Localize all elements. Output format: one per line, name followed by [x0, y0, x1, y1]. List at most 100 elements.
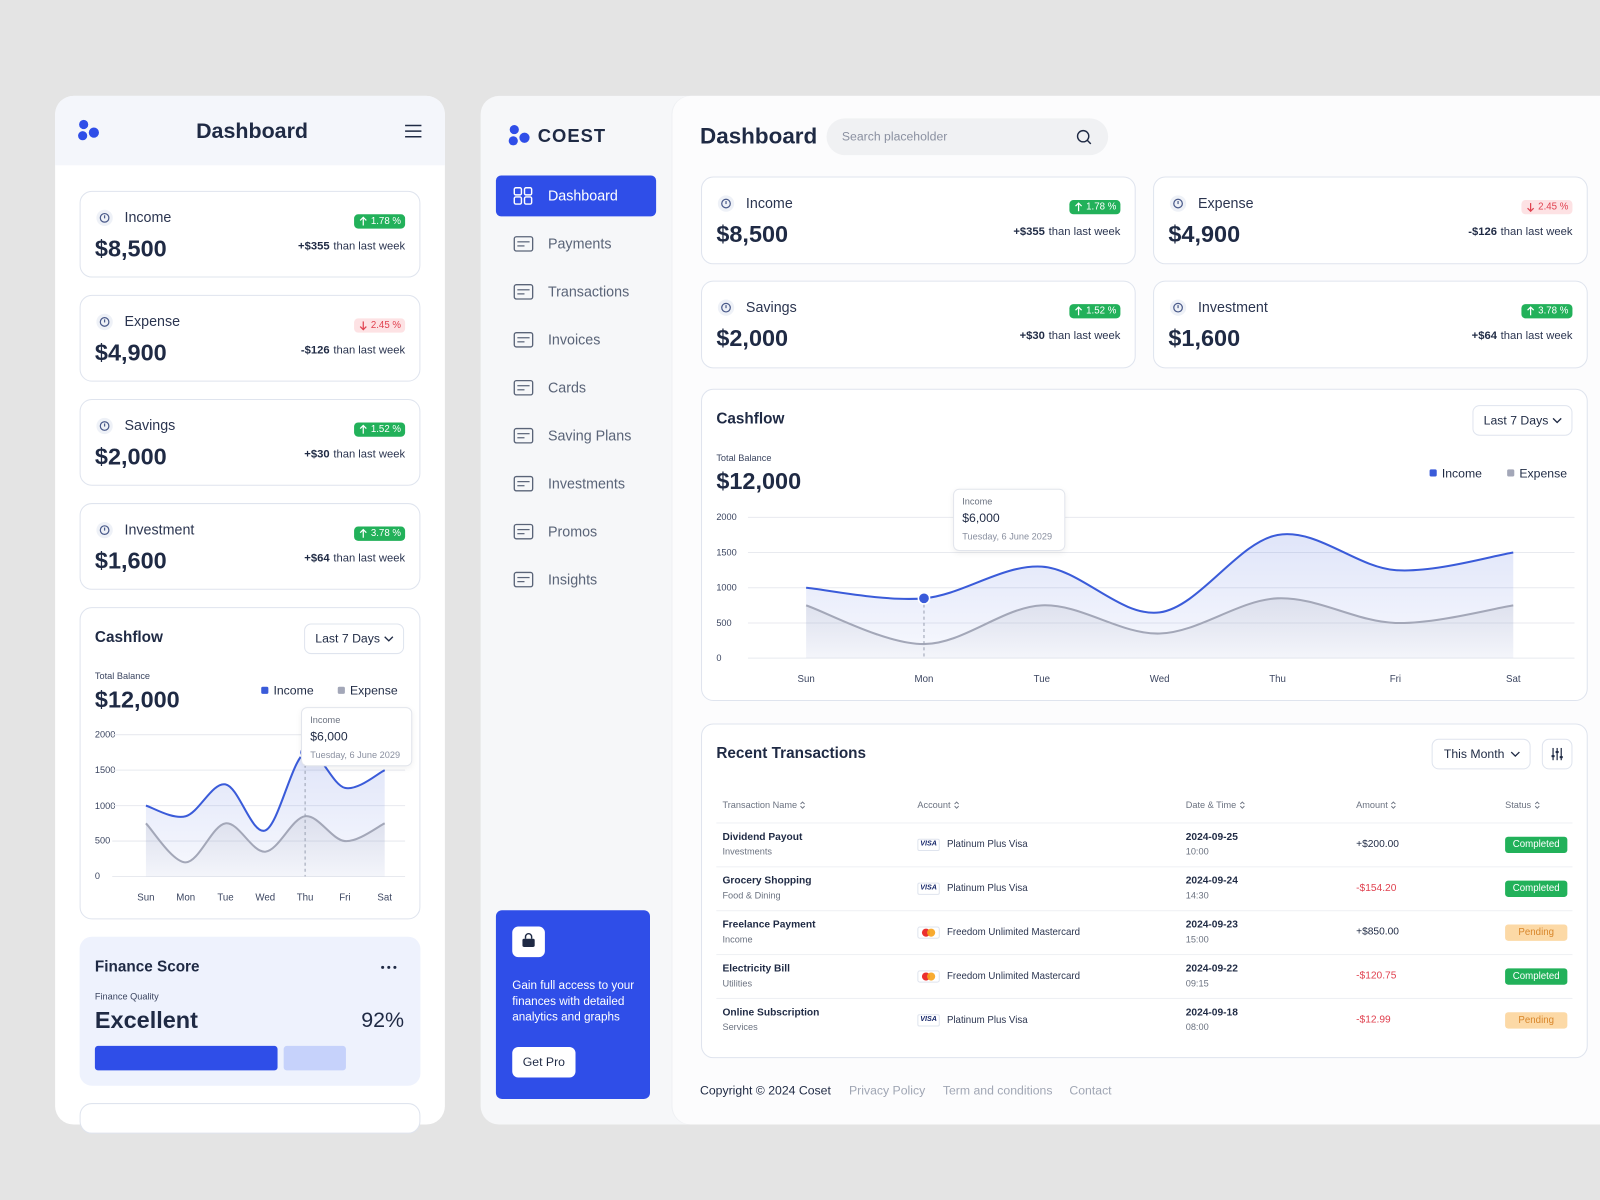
- nav-icon-part: [513, 236, 534, 252]
- nav-icon-part: [513, 236, 534, 252]
- transaction-date: 2024-09-22: [1185, 963, 1238, 975]
- stat-icon-part: [96, 521, 113, 539]
- stat-icon: [1169, 195, 1187, 212]
- delta-value: +$64: [304, 552, 330, 565]
- x-tick-label: Sat: [377, 892, 392, 904]
- change-badge-text: 2.45 %: [1538, 201, 1569, 213]
- legend-label: Expense: [1519, 466, 1568, 481]
- mastercard-logo-part: [927, 928, 936, 937]
- y-tick-label: 1000: [716, 582, 737, 593]
- change-arrow: [359, 528, 367, 539]
- stat-label: Investment: [124, 521, 195, 538]
- change-arrow: [359, 320, 367, 331]
- promo-icon-part: [522, 938, 535, 947]
- stat-icon-part: [721, 302, 731, 313]
- transaction-date: 2024-09-24: [1185, 875, 1238, 887]
- balance-label: Total Balance: [716, 452, 772, 463]
- nav-item[interactable]: Saving Plans: [547, 427, 632, 444]
- copyright: Copyright © 2024 Coset: [699, 1083, 831, 1098]
- account-name: Platinum Plus Visa: [946, 882, 1028, 895]
- change-arrow: [1074, 202, 1083, 212]
- finance-score: 92%: [361, 1008, 405, 1033]
- nav-item[interactable]: Cards: [547, 379, 587, 396]
- transactions-card: [701, 723, 1588, 1059]
- balance-label: Total Balance: [94, 671, 151, 682]
- stat-icon-part: [96, 209, 113, 227]
- promo-button-text[interactable]: Get Pro: [522, 1054, 565, 1070]
- sort-icon-part: [800, 801, 805, 809]
- chevron: [1510, 751, 1520, 758]
- nav-icon-part: [513, 475, 534, 492]
- nav-icon-part: [513, 571, 534, 588]
- transaction-date: 2024-09-25: [1185, 831, 1238, 843]
- column-header[interactable]: Status: [1505, 799, 1532, 810]
- footer-link[interactable]: Contact: [1069, 1083, 1112, 1098]
- promo-button[interactable]: [512, 1046, 576, 1078]
- nav-icon: [513, 379, 534, 397]
- nav-item[interactable]: Promos: [547, 523, 598, 540]
- nav-icon: [513, 522, 534, 540]
- transaction-time: 15:00: [1185, 934, 1209, 945]
- x-tick-label: Sun: [137, 892, 155, 904]
- delta-value: +$30: [304, 448, 330, 461]
- change-arrow: [1527, 202, 1535, 213]
- nav-icon-part: [513, 427, 534, 444]
- nav-icon-part: [513, 284, 534, 300]
- stat-value: $4,900: [1168, 220, 1241, 248]
- nav-item[interactable]: Investments: [547, 475, 625, 492]
- delta-value: +$355: [1013, 225, 1045, 239]
- nav-icon-part: [513, 196, 523, 205]
- status-pill: [1505, 880, 1568, 897]
- nav-item[interactable]: Insights: [547, 571, 598, 588]
- stat-card: [79, 503, 421, 590]
- transaction-time: 08:00: [1185, 1022, 1209, 1033]
- search-box[interactable]: [826, 118, 1109, 156]
- nav-item[interactable]: Payments: [547, 235, 612, 252]
- chevron-part: [384, 636, 394, 642]
- transaction-amount: +$850.00: [1356, 926, 1399, 938]
- chevron-part: [1552, 417, 1562, 424]
- nav-icon-part: [513, 427, 534, 444]
- change-arrow: [359, 216, 367, 226]
- chevron: [384, 636, 394, 642]
- nav-icon: [513, 235, 534, 253]
- search-placeholder: Search placeholder: [841, 129, 948, 144]
- change-badge-text: 1.52 %: [370, 423, 402, 436]
- stat-icon-part: [1169, 195, 1187, 212]
- column-header[interactable]: Date & Time: [1185, 799, 1237, 810]
- nav-icon-part: [513, 331, 534, 348]
- nav-item[interactable]: Transactions: [547, 283, 630, 300]
- logo-part: [508, 136, 518, 146]
- sort-icon: [954, 801, 959, 809]
- footer-link[interactable]: Privacy Policy: [848, 1083, 926, 1098]
- change-arrow: [1527, 306, 1535, 316]
- transaction-category: Utilities: [722, 978, 753, 989]
- nav-item[interactable]: Dashboard: [547, 187, 618, 204]
- filter-icon-part: [1551, 747, 1563, 761]
- more-button-part: [387, 965, 391, 969]
- transaction-name: Online Subscription: [722, 1007, 820, 1019]
- x-tick-label: Thu: [296, 892, 314, 904]
- nav-item[interactable]: Invoices: [547, 331, 601, 348]
- footer-link[interactable]: Term and conditions: [942, 1083, 1053, 1098]
- delta-value: +$64: [1471, 330, 1497, 343]
- column-header[interactable]: Transaction Name: [722, 799, 798, 810]
- transaction-time: 09:15: [1185, 978, 1209, 989]
- logo: [508, 124, 532, 146]
- y-tick-label: 1500: [94, 764, 116, 775]
- cashflow-card: [701, 388, 1588, 702]
- range-dropdown[interactable]: [304, 623, 405, 655]
- transaction-amount: -$12.99: [1356, 1014, 1391, 1026]
- change-arrow-part: [359, 424, 367, 434]
- chevron-part: [1510, 751, 1520, 758]
- column-header[interactable]: Account: [917, 799, 951, 810]
- y-tick-label: 1500: [716, 547, 737, 558]
- stat-icon: [717, 195, 735, 212]
- tooltip-value: $6,000: [962, 511, 1000, 526]
- nav-active[interactable]: [495, 175, 657, 217]
- search-icon-part: [1076, 129, 1092, 145]
- sort-icon-part: [1239, 801, 1245, 809]
- column-header[interactable]: Amount: [1356, 799, 1388, 810]
- nav-icon-part: [513, 284, 534, 300]
- delta-note: than last week: [333, 448, 406, 461]
